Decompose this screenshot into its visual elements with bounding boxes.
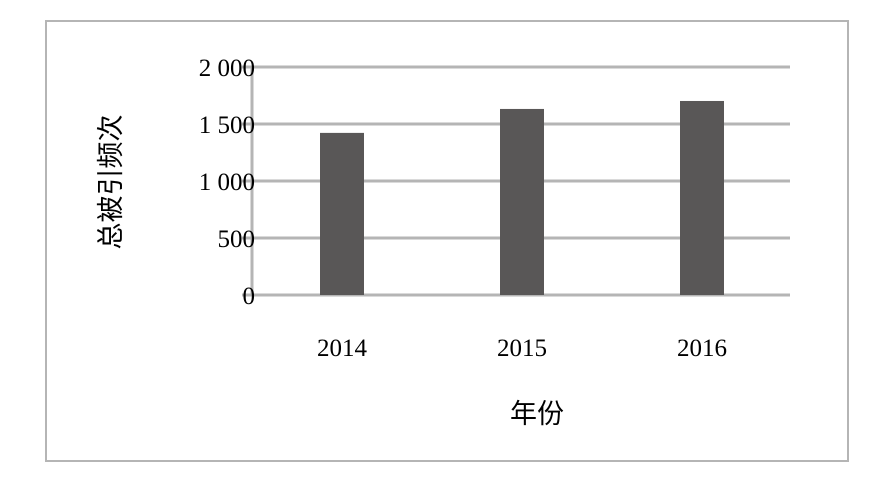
- chart-frame: [45, 20, 849, 462]
- x-tick-label: 2015: [497, 335, 547, 362]
- x-tick-label: 2016: [677, 335, 727, 362]
- y-tick-label: 0: [243, 283, 256, 310]
- y-tick-label: 500: [218, 226, 256, 253]
- y-tick-label: 2 000: [199, 55, 255, 82]
- y-axis-title: 总被引频次: [96, 115, 126, 250]
- y-tick-label: 1 000: [199, 169, 255, 196]
- x-axis-title: 年份: [510, 399, 564, 429]
- bar-2014: [320, 132, 364, 295]
- y-tick-label: 1 500: [199, 112, 255, 139]
- x-tick-label: 2014: [317, 335, 368, 362]
- bar-2016: [680, 100, 724, 295]
- bar-2015: [500, 108, 544, 296]
